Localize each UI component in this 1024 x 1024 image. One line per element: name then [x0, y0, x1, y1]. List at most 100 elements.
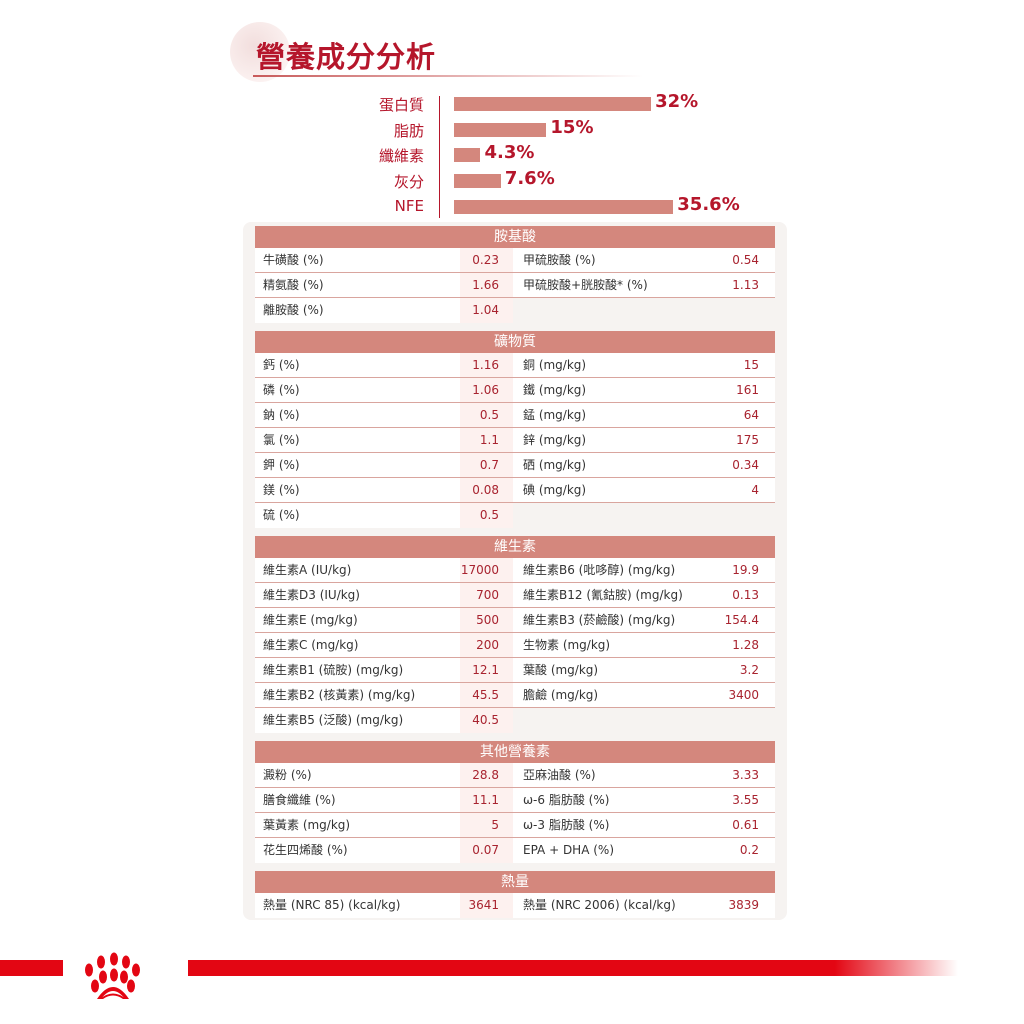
nutrient-value: 0.5 — [460, 503, 513, 528]
nutrient-label: 錳 (mg/kg) — [513, 403, 720, 428]
table-row: 澱粉 (%) 28.8 亞麻油酸 (%) 3.33 — [255, 763, 775, 788]
nutrient-value: 0.7 — [460, 453, 513, 478]
nutrient-value: 28.8 — [460, 763, 513, 788]
table-row: 精氨酸 (%) 1.66 甲硫胺酸+胱胺酸* (%) 1.13 — [255, 273, 775, 298]
table-row: 葉黃素 (mg/kg) 5 ω-3 脂肪酸 (%) 0.61 — [255, 813, 775, 838]
nutrient-value: 11.1 — [460, 788, 513, 813]
nutrient-value: 3.2 — [720, 658, 775, 683]
nutrient-label: 維生素B2 (核黃素) (mg/kg) — [255, 683, 460, 708]
nutrient-label: 維生素D3 (IU/kg) — [255, 583, 460, 608]
nutrient-label: 葉酸 (mg/kg) — [513, 658, 720, 683]
bar-label: NFE — [394, 196, 424, 215]
nutrient-label: 銅 (mg/kg) — [513, 353, 720, 378]
nutrient-value: 15 — [720, 353, 775, 378]
nutrient-label: 鈣 (%) — [255, 353, 460, 378]
nutrient-value: 0.54 — [720, 248, 775, 273]
nutrient-value: 1.04 — [460, 298, 513, 323]
nutrient-label: 澱粉 (%) — [255, 763, 460, 788]
nutrient-value: 0.13 — [720, 583, 775, 608]
nutrient-value: 175 — [720, 428, 775, 453]
nutrient-label: 生物素 (mg/kg) — [513, 633, 720, 658]
nutrient-label: 磷 (%) — [255, 378, 460, 403]
table-row: 維生素C (mg/kg) 200 生物素 (mg/kg) 1.28 — [255, 633, 775, 658]
nutrient-label: 熱量 (NRC 2006) (kcal/kg) — [513, 893, 720, 918]
table-row: 鈉 (%) 0.5 錳 (mg/kg) 64 — [255, 403, 775, 428]
nutrient-value: 0.23 — [460, 248, 513, 273]
nutrient-value: 5 — [460, 813, 513, 838]
nutrient-value: 45.5 — [460, 683, 513, 708]
bar-label: 纖維素 — [378, 147, 424, 166]
nutrition-tables: 胺基酸 牛磺酸 (%) 0.23 甲硫胺酸 (%) 0.54 精氨酸 (%) 1.66 甲硫胺… — [255, 226, 775, 918]
nutrient-value: 3839 — [720, 893, 775, 918]
bar-row: 纖維素 4.3% — [0, 142, 1024, 169]
nutrient-label: 維生素B1 (硫胺) (mg/kg) — [255, 658, 460, 683]
nutrient-label: 維生素B6 (吡哆醇) (mg/kg) — [513, 558, 720, 583]
table-row: 鈣 (%) 1.16 銅 (mg/kg) 15 — [255, 353, 775, 378]
bar — [454, 199, 674, 214]
nutrient-label: 牛磺酸 (%) — [255, 248, 460, 273]
table-row: 牛磺酸 (%) 0.23 甲硫胺酸 (%) 0.54 — [255, 248, 775, 273]
nutrient-label: 膳食纖維 (%) — [255, 788, 460, 813]
bar-row: 灰分 7.6% — [0, 168, 1024, 195]
nutrient-value — [720, 708, 775, 733]
bar — [454, 122, 547, 137]
nutrient-label: 離胺酸 (%) — [255, 298, 460, 323]
nutrient-value: 500 — [460, 608, 513, 633]
nutrient-label: 維生素B5 (泛酸) (mg/kg) — [255, 708, 460, 733]
nutrient-label — [513, 503, 720, 528]
bar-value-label: 4.3% — [484, 142, 535, 164]
nutrient-value: 3.33 — [720, 763, 775, 788]
bar-value-label: 32% — [655, 91, 699, 112]
table-row: 熱量 (NRC 85) (kcal/kg) 3641 熱量 (NRC 2006) (… — [255, 893, 775, 918]
nutrient-label: 鉀 (%) — [255, 453, 460, 478]
nutrient-value: 64 — [720, 403, 775, 428]
nutrient-label: 葉黃素 (mg/kg) — [255, 813, 460, 838]
table-row: 維生素B1 (硫胺) (mg/kg) 12.1 葉酸 (mg/kg) 3.2 — [255, 658, 775, 683]
bar-row: NFE 35.6% — [0, 193, 1024, 221]
table-row: 花生四烯酸 (%) 0.07 EPA + DHA (%) 0.2 — [255, 838, 775, 863]
table-row: 氯 (%) 1.1 鋅 (mg/kg) 175 — [255, 428, 775, 453]
section-header: 熱量 — [255, 871, 775, 893]
nutrient-label: 鋅 (mg/kg) — [513, 428, 720, 453]
bar — [454, 97, 652, 111]
section-header: 胺基酸 — [255, 226, 775, 248]
nutrient-label: 硒 (mg/kg) — [513, 453, 720, 478]
table-row: 維生素D3 (IU/kg) 700 維生素B12 (氰鈷胺) (mg/kg) 0.13 — [255, 583, 775, 608]
nutrient-value: 3400 — [720, 683, 775, 708]
nutrient-value: 1.16 — [460, 353, 513, 378]
table-row: 鉀 (%) 0.7 硒 (mg/kg) 0.34 — [255, 453, 775, 478]
nutrient-label: ω-6 脂肪酸 (%) — [513, 788, 720, 813]
page-title: 營養成分分析 — [256, 40, 437, 74]
title-decoration — [230, 22, 290, 82]
nutrient-value: 3.55 — [720, 788, 775, 813]
nutrient-value: 19.9 — [720, 558, 775, 583]
nutrient-label: EPA + DHA (%) — [513, 838, 720, 863]
nutrient-value — [720, 503, 775, 528]
nutrient-label: 精氨酸 (%) — [255, 273, 460, 298]
nutrient-value: 40.5 — [460, 708, 513, 733]
nutrient-value: 0.5 — [460, 403, 513, 428]
nutrient-value: 200 — [460, 633, 513, 658]
bar-value-label: 35.6% — [677, 193, 740, 215]
section-header: 礦物質 — [255, 331, 775, 353]
nutrient-value: 1.1 — [460, 428, 513, 453]
nutrient-value — [720, 298, 775, 323]
nutrient-label: 維生素C (mg/kg) — [255, 633, 460, 658]
bar-row: 脂肪 15% — [0, 117, 1024, 144]
nutrient-label: 膽鹼 (mg/kg) — [513, 683, 720, 708]
nutrient-value: 0.08 — [460, 478, 513, 503]
nutrient-label: 鈉 (%) — [255, 403, 460, 428]
section-header: 維生素 — [255, 536, 775, 558]
nutrient-value: 0.34 — [720, 453, 775, 478]
nutrient-label: 氯 (%) — [255, 428, 460, 453]
nutrient-label: 維生素B12 (氰鈷胺) (mg/kg) — [513, 583, 720, 608]
nutrient-label: 熱量 (NRC 85) (kcal/kg) — [255, 893, 460, 918]
nutrient-value: 1.66 — [460, 273, 513, 298]
nutrient-label — [513, 298, 720, 323]
nutrient-label: 維生素B3 (菸鹼酸) (mg/kg) — [513, 608, 720, 633]
nutrient-label — [513, 708, 720, 733]
nutrient-value: 3641 — [460, 893, 513, 918]
nutrient-value: 12.1 — [460, 658, 513, 683]
table-row: 維生素B5 (泛酸) (mg/kg) 40.5 — [255, 708, 775, 733]
